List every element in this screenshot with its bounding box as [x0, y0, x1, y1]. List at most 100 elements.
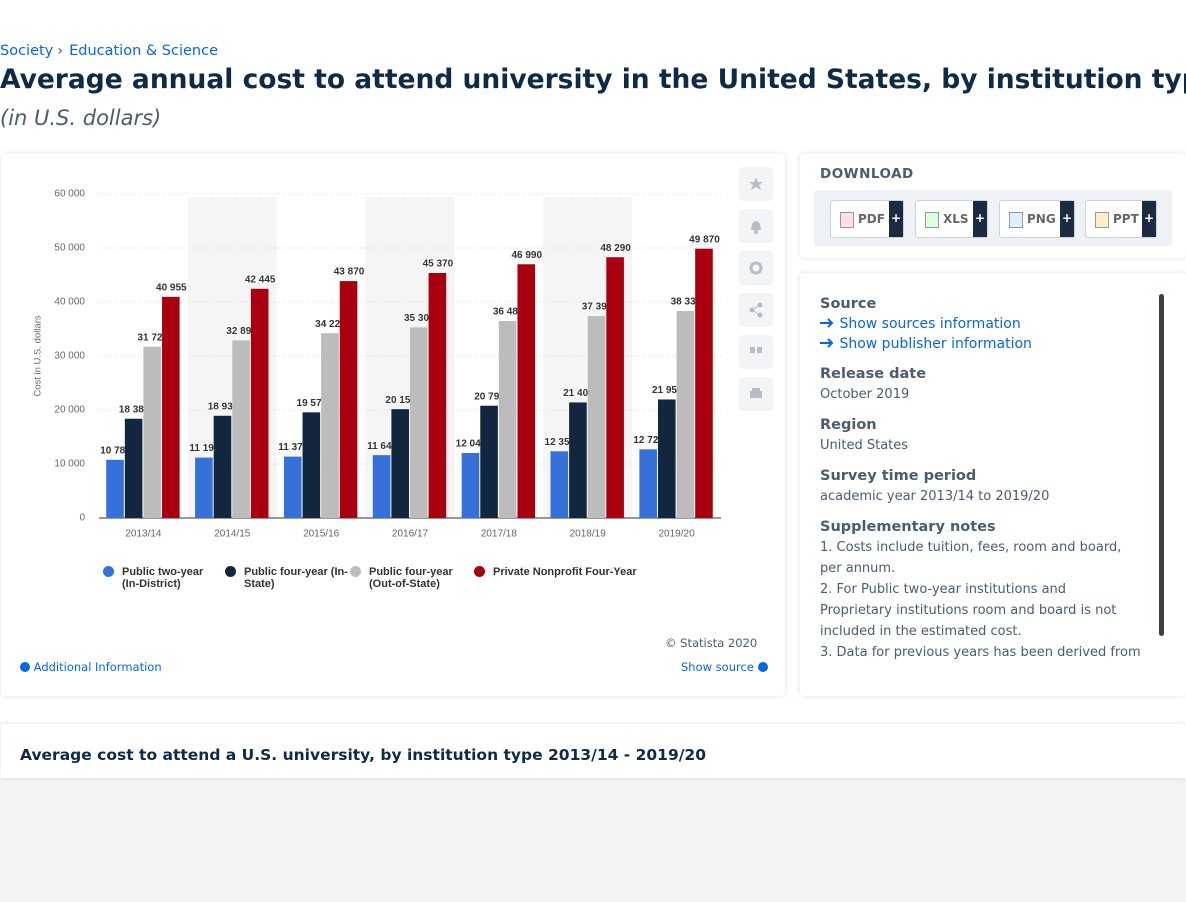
bar: [162, 296, 180, 518]
x-tick-label: 2018/19: [570, 529, 607, 540]
bar: [143, 346, 162, 518]
bar: [550, 451, 569, 518]
x-tick-label: 2019/20: [658, 529, 695, 540]
value-label: 38 330: [671, 297, 702, 308]
bar: [606, 257, 624, 518]
print-button[interactable]: [739, 377, 773, 411]
button-label: PDF: [858, 212, 885, 226]
legend-item[interactable]: Private Nonprofit Four-Year: [474, 566, 663, 578]
info-value: United States: [820, 438, 909, 453]
y-tick-label: 10 000: [54, 459, 85, 470]
cite-button[interactable]: [739, 335, 773, 369]
bar: [321, 333, 339, 518]
value-label: 18 931: [208, 401, 239, 412]
y-tick-label: 60 000: [54, 189, 85, 200]
info-heading: Supplementary notes: [820, 519, 996, 535]
value-label: 32 893: [226, 326, 257, 337]
bar: [657, 399, 676, 518]
y-tick-label: 30 000: [54, 351, 85, 362]
value-label: 31 721: [137, 332, 168, 343]
additional-info-link[interactable]: Additional Information: [20, 660, 162, 674]
bar: [372, 455, 391, 518]
bar: [283, 456, 302, 518]
info-card: [800, 273, 1186, 696]
pdf-button[interactable]: PDF +: [830, 200, 904, 238]
x-tick-label: 2014/15: [214, 529, 251, 540]
bar: [232, 340, 250, 518]
share-button[interactable]: [739, 293, 773, 327]
value-label: 12 720: [633, 435, 664, 446]
x-tick-label: 2015/16: [303, 529, 340, 540]
show-source-text: Show source: [681, 660, 754, 674]
y-tick-label: 20 000: [54, 405, 85, 416]
publisher-link[interactable]: Show publisher information: [820, 336, 1142, 352]
value-label: 40 955: [156, 282, 187, 293]
legend-item[interactable]: Public two-year (In-District): [103, 566, 222, 590]
related-card: [1, 724, 1186, 778]
button-label: PPT: [1113, 212, 1139, 226]
page-subtitle: (in U.S. dollars): [0, 106, 162, 130]
value-label: 20 150: [385, 395, 416, 406]
bar: [250, 288, 269, 518]
bar: [498, 321, 517, 518]
alert-button[interactable]: [739, 209, 773, 243]
value-label: 12 350: [545, 437, 576, 448]
show-source-link[interactable]: Show source: [681, 660, 768, 674]
bar: [124, 418, 143, 518]
legend-item[interactable]: Public four-year (In-State): [225, 566, 354, 590]
value-label: 20 790: [474, 391, 505, 402]
copyright: © Statista 2020: [665, 636, 758, 650]
breadcrumb: Society › Education & Science: [0, 43, 219, 59]
info-heading: Source: [820, 296, 877, 312]
legend-label: Public four-year (Out-of-State): [369, 566, 453, 590]
value-label: 11 640: [367, 441, 397, 452]
bar: [302, 412, 321, 518]
breadcrumb-link[interactable]: Society: [0, 43, 54, 59]
bar: [569, 402, 587, 518]
value-label: 21 400: [563, 388, 594, 399]
legend-marker: [103, 566, 114, 577]
value-label: 11 370: [278, 442, 308, 453]
value-label: 48 290: [600, 243, 631, 254]
value-label: 45 370: [423, 259, 454, 270]
x-tick-label: 2016/17: [392, 529, 429, 540]
value-label: 12 040: [456, 439, 487, 450]
ppt-button[interactable]: PPT +: [1085, 200, 1157, 238]
bar: [480, 405, 498, 518]
bar: [106, 459, 124, 518]
bar: [428, 273, 447, 518]
value-label: 21 950: [652, 385, 683, 396]
settings-button[interactable]: [739, 251, 773, 285]
info-panel: Source Show sources information Show pub…: [820, 286, 1142, 678]
y-tick-label: 0: [79, 513, 85, 524]
value-label: 46 990: [511, 250, 542, 261]
download-title: DOWNLOAD: [820, 166, 914, 182]
related-title: Average cost to attend a U.S. university…: [20, 746, 706, 764]
value-label: 37 390: [582, 302, 613, 313]
value-label: 19 570: [297, 398, 328, 409]
legend-marker: [350, 566, 361, 577]
value-label: 36 480: [493, 307, 524, 318]
info-heading: Survey time period: [820, 468, 977, 484]
value-label: 34 220: [315, 319, 346, 330]
sources-link[interactable]: Show sources information: [820, 316, 1142, 332]
breadcrumb-link[interactable]: Education & Science: [69, 43, 219, 59]
bar: [195, 457, 213, 518]
legend-marker: [474, 566, 485, 577]
xls-button[interactable]: XLS +: [915, 200, 988, 238]
favorite-button[interactable]: [739, 167, 773, 201]
legend-item[interactable]: Public four-year (Out-of-State): [350, 566, 479, 590]
value-label: 18 383: [119, 404, 150, 415]
png-button[interactable]: PNG +: [999, 200, 1075, 238]
y-axis-label: Cost in U.S. dollars: [33, 315, 44, 397]
bar: [213, 415, 232, 518]
legend-label: Private Nonprofit Four-Year: [493, 566, 637, 578]
y-tick-label: 40 000: [54, 297, 85, 308]
info-heading: Release date: [820, 366, 927, 382]
additional-info-text: Additional Information: [33, 660, 162, 674]
value-label: 42 445: [245, 274, 276, 285]
button-plus: +: [973, 201, 987, 237]
legend-label: Public four-year (In-State): [244, 566, 348, 590]
x-tick-label: 2013/14: [125, 529, 162, 540]
